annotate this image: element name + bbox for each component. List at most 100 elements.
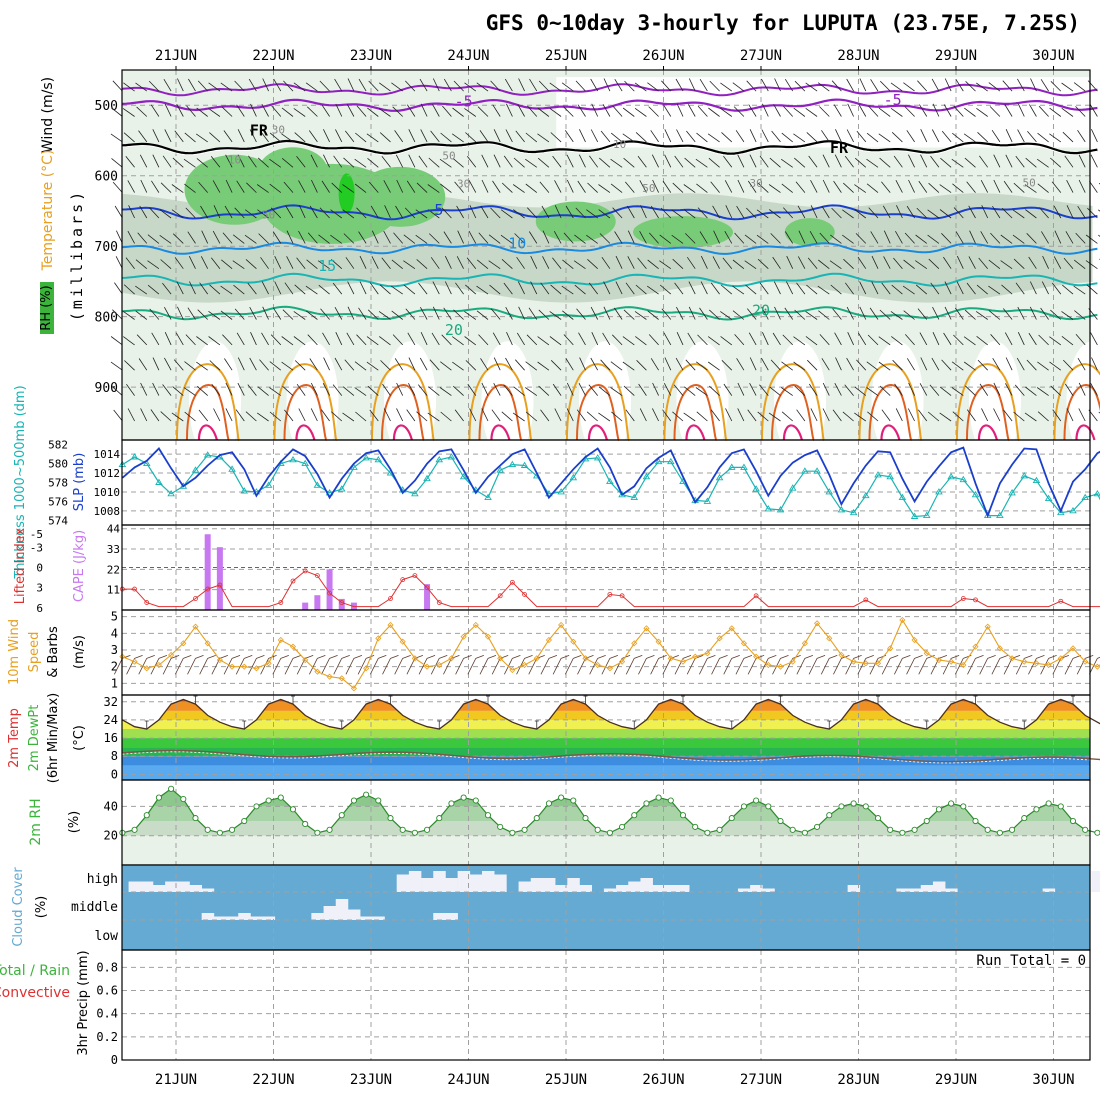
upper-wind-barb [578,383,586,396]
upper-wind-barb [501,259,513,269]
wind-barb-flag [292,654,302,659]
upper-wind-barb [148,80,160,92]
cloud-high-bar [603,888,617,892]
upper-wind-barb [993,154,1001,168]
upper-wind-barb [854,412,867,422]
li-point [412,573,418,578]
upper-wind-barb [465,284,477,295]
upper-wind-barb [956,255,964,269]
wind-barb-flag [146,654,155,659]
upper-wind-barb [598,386,611,396]
upper-wind-barb [859,78,867,92]
cloud-ylabel-a: Cloud Cover [11,867,26,947]
upper-wind-barb [525,183,538,193]
run-total: Run Total = 0 [976,953,1086,969]
rh-point [765,803,772,810]
wind-speed-point [216,656,223,664]
wind-barb-flag [1036,654,1045,659]
upper-wind-barb [298,230,306,244]
upper-wind-barb [1016,357,1025,371]
upper-wind-barb [418,282,428,295]
upper-wind-barb [1053,256,1062,269]
temp-ylabel-b: 2m DewPt [27,705,42,772]
upper-wind-barb [234,308,245,320]
upper-wind-barb [952,411,964,422]
cloud-mid-bar [347,909,361,920]
upper-wind-barb [687,104,696,117]
upper-wind-barb [224,205,233,219]
thickness-point [289,455,297,463]
upper-wind-barb [420,307,428,320]
upper-wind-barb [306,310,318,320]
wind-speed-point [302,656,309,664]
upper-wind-barb [525,387,538,396]
upper-wind-barb [1000,234,1013,244]
upper-wind-barb [756,209,769,219]
temp-tick-8: 8 [111,749,118,763]
wind-speed-point [143,665,150,672]
upper-wind-barb [903,259,915,270]
wind-barb [443,658,452,675]
upper-wind-barb [843,182,854,193]
upper-wind-barb [761,129,769,143]
cloud-high-bar [140,881,154,892]
wind-barb-flag [646,654,655,659]
wind-speed-point [545,636,553,644]
wind-speed-point [801,640,808,647]
upper-wind-barb [688,306,696,320]
upper-wind-barb [878,336,891,346]
upper-wind-barb [659,260,672,270]
upper-wind-barb [757,182,769,193]
wind-barb-flag [378,654,387,659]
wind-tick-2: 2 [111,660,118,674]
wind-barb-flag [902,654,911,659]
wind-barb-flag [463,654,472,659]
wind-barb [162,658,172,675]
upper-wind-barb [908,382,915,396]
temp-band [122,699,1090,702]
cape-tick-33: 33 [107,543,120,556]
top-date-26JUN: 26JUN [642,48,684,64]
cape-ylabel-cape: CAPE (J/kg) [72,530,87,602]
wind-barb-flag [207,654,216,659]
upper-wind-barb [549,311,562,320]
upper-wind-barb [894,383,903,396]
upper-wind-barb [174,257,184,269]
upper-wind-barb [917,308,928,320]
upper-wind-barb [708,157,720,168]
li-point [497,593,503,599]
upper-wind-barb [491,409,501,422]
upper-wind-barb [334,78,343,92]
upper-wind-barb [707,361,720,371]
upper-wind-barb [1050,81,1062,92]
cloud-high-bar [128,881,142,892]
upper-wind-barb [432,78,440,92]
wind-speed-point [935,656,943,664]
upper-wind-barb [452,361,464,371]
thickness-point [996,511,1004,519]
slp-tick-1012: 1012 [94,467,121,480]
wind-speed-point [948,658,955,665]
cloud-high-bar [408,871,422,892]
wind-barb-flag [1097,656,1100,659]
upper-wind-barb [550,360,562,371]
wind-barb-flag [853,654,862,659]
upper-wind-barb [125,156,135,168]
upper-wind-barb [452,107,464,117]
thickness-point [898,493,907,501]
upper-wind-barb [1050,309,1062,320]
upper-wind-barb [379,132,391,143]
cloud-high-bar [664,885,678,892]
upper-wind-barb [125,257,135,269]
upper-wind-barb [469,408,477,422]
upper-wind-barb [416,259,428,269]
upper-wind-barb [332,384,343,396]
upper-wind-barb [429,233,440,244]
wind-speed-point [399,638,406,645]
rh-point [899,829,906,836]
bottom-date-labels: 21JUN 22JUN 23JUN 24JUN 25JUN 26JUN 27JUN 28JUN… [155,1072,1075,1088]
upper-wind-barb [720,311,733,320]
upper-wind-barb [939,184,952,193]
upper-wind-barb [941,233,952,244]
upper-wind-barb [612,105,623,117]
